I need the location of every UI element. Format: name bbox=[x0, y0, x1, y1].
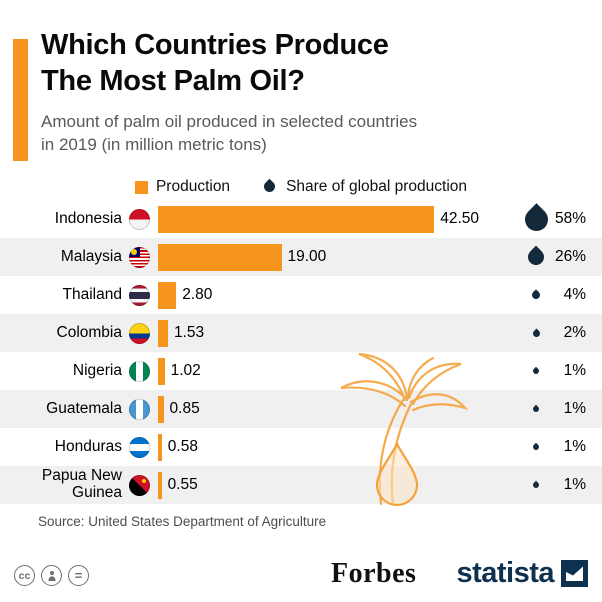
production-swatch-icon bbox=[134, 180, 148, 194]
title-line-1: Which Countries Produce bbox=[41, 29, 389, 61]
country-label: Honduras bbox=[54, 437, 122, 455]
droplet-cell bbox=[518, 202, 554, 236]
bar-chart: Indonesia 42.50 58% Malaysia 19.00 26% bbox=[0, 200, 602, 504]
production-value: 0.85 bbox=[169, 400, 200, 417]
country-label: Guatemala bbox=[46, 399, 122, 417]
subtitle-line-2: in 2019 (in million metric tons) bbox=[41, 135, 267, 155]
cc-by-person-icon[interactable] bbox=[41, 565, 62, 586]
production-bar bbox=[158, 319, 168, 347]
nigeria-flag-icon bbox=[129, 360, 150, 382]
production-bar bbox=[158, 281, 177, 309]
country-label: Malaysia bbox=[60, 247, 122, 265]
share-value: 58% bbox=[554, 210, 586, 227]
droplet-icon bbox=[519, 202, 553, 236]
country-label: Papua New Guinea bbox=[41, 467, 122, 501]
production-bar bbox=[158, 433, 162, 461]
production-value: 2.80 bbox=[182, 286, 213, 303]
droplet-icon bbox=[530, 289, 542, 301]
table-row: Honduras 0.58 1% bbox=[0, 428, 602, 466]
droplet-cell bbox=[518, 245, 554, 269]
droplet-icon bbox=[531, 404, 541, 414]
page-subtitle: Amount of palm oil produced in selected … bbox=[41, 110, 417, 157]
statista-logo[interactable]: statista bbox=[456, 557, 588, 590]
share-value: 26% bbox=[554, 248, 586, 265]
bar-zone: 42.50 bbox=[158, 205, 518, 233]
guatemala-flag-icon bbox=[129, 398, 150, 420]
share-value: 1% bbox=[563, 438, 586, 455]
table-row: Guatemala 0.85 1% bbox=[0, 390, 602, 428]
honduras-flag-icon bbox=[129, 436, 150, 458]
indonesia-flag-icon bbox=[129, 208, 150, 230]
bar-zone: 1.02 bbox=[158, 357, 518, 385]
share-value: 2% bbox=[563, 324, 586, 341]
source-note: Source: United States Department of Agri… bbox=[38, 514, 327, 529]
title-line-2: The Most Palm Oil? bbox=[41, 64, 305, 97]
country-label: Indonesia bbox=[54, 209, 122, 227]
table-row: Papua New Guinea 0.55 1% bbox=[0, 466, 602, 504]
droplet-cell bbox=[518, 404, 554, 414]
subtitle-line-1: Amount of palm oil produced in selected … bbox=[41, 112, 418, 131]
share-value: 4% bbox=[563, 286, 586, 303]
production-value: 0.58 bbox=[167, 438, 198, 455]
statista-square-icon bbox=[561, 560, 588, 587]
chart-legend: Production Share of global production bbox=[0, 178, 602, 196]
droplet-icon bbox=[531, 442, 541, 452]
droplet-icon bbox=[531, 328, 541, 338]
share-value: 1% bbox=[563, 362, 586, 379]
droplet-cell bbox=[518, 289, 554, 301]
droplet-cell bbox=[518, 328, 554, 338]
bar-zone: 0.85 bbox=[158, 395, 518, 423]
malaysia-flag-icon bbox=[129, 246, 150, 268]
bar-zone: 2.80 bbox=[158, 281, 518, 309]
share-value: 1% bbox=[563, 476, 586, 493]
production-value: 42.50 bbox=[440, 210, 480, 227]
bar-zone: 1.53 bbox=[158, 319, 518, 347]
production-value: 19.00 bbox=[287, 248, 327, 265]
papua-new-guinea-flag-icon bbox=[129, 474, 150, 496]
production-value: 0.55 bbox=[167, 476, 198, 493]
cc-nd-icon[interactable]: = bbox=[68, 565, 89, 586]
table-row: Nigeria 1.02 1% bbox=[0, 352, 602, 390]
country-label: Colombia bbox=[56, 323, 122, 341]
droplet-cell bbox=[518, 442, 554, 452]
table-row: Colombia 1.53 2% bbox=[0, 314, 602, 352]
bar-zone: 0.55 bbox=[158, 471, 518, 499]
bar-zone: 19.00 bbox=[158, 243, 518, 271]
thailand-flag-icon bbox=[129, 284, 150, 306]
forbes-logo[interactable]: Forbes bbox=[331, 557, 417, 589]
production-bar bbox=[158, 395, 164, 423]
droplet-icon bbox=[524, 245, 548, 269]
table-row: Indonesia 42.50 58% bbox=[0, 200, 602, 238]
production-bar bbox=[158, 471, 162, 499]
country-label: Nigeria bbox=[72, 361, 122, 379]
bar-zone: 0.58 bbox=[158, 433, 518, 461]
production-bar bbox=[158, 357, 165, 385]
droplet-cell bbox=[518, 480, 554, 490]
title-accent-bar bbox=[13, 39, 28, 161]
production-bar bbox=[158, 205, 435, 233]
production-value: 1.53 bbox=[173, 324, 205, 341]
droplet-icon bbox=[531, 366, 541, 376]
legend-share-label: Share of global production bbox=[286, 178, 468, 195]
table-row: Malaysia 19.00 26% bbox=[0, 238, 602, 276]
page-title: Which Countries Produce The Most Palm Oi… bbox=[41, 28, 389, 100]
cc-icon[interactable]: cc bbox=[14, 565, 35, 586]
droplet-icon bbox=[531, 480, 541, 490]
legend-production-label: Production bbox=[155, 178, 231, 195]
production-value: 1.02 bbox=[170, 362, 201, 379]
droplet-cell bbox=[518, 366, 554, 376]
statista-wordmark: statista bbox=[456, 557, 554, 589]
share-value: 1% bbox=[563, 400, 586, 417]
cc-license-icons[interactable]: cc = bbox=[14, 565, 89, 586]
brand-bar: Forbes statista bbox=[331, 557, 588, 590]
production-bar bbox=[158, 243, 282, 271]
country-label: Thailand bbox=[62, 285, 122, 303]
colombia-flag-icon bbox=[129, 322, 150, 344]
droplet-icon bbox=[261, 178, 278, 194]
table-row: Thailand 2.80 4% bbox=[0, 276, 602, 314]
